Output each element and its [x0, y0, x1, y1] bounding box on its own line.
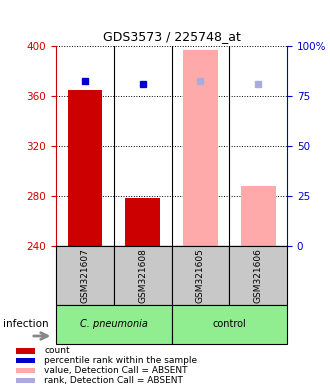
Text: count: count [44, 346, 70, 356]
Text: rank, Detection Call = ABSENT: rank, Detection Call = ABSENT [44, 376, 183, 384]
Bar [172, 305, 287, 344]
Text: GSM321605: GSM321605 [196, 248, 205, 303]
Text: GSM321606: GSM321606 [254, 248, 263, 303]
Bar [16, 378, 35, 383]
Text: infection: infection [3, 319, 49, 329]
Title: GDS3573 / 225748_at: GDS3573 / 225748_at [103, 30, 241, 43]
Bar [125, 198, 160, 246]
Bar [172, 246, 229, 305]
Text: C. pneumonia: C. pneumonia [80, 319, 148, 329]
Text: percentile rank within the sample: percentile rank within the sample [44, 356, 197, 365]
Bar [56, 305, 172, 344]
Bar [16, 358, 35, 363]
Bar [16, 348, 35, 354]
Text: control: control [213, 319, 246, 329]
Bar [56, 246, 114, 305]
Text: GSM321607: GSM321607 [81, 248, 89, 303]
Bar [114, 246, 172, 305]
Bar [241, 186, 276, 246]
Text: value, Detection Call = ABSENT: value, Detection Call = ABSENT [44, 366, 187, 375]
Bar [68, 90, 102, 246]
Text: GSM321608: GSM321608 [138, 248, 147, 303]
Bar [229, 246, 287, 305]
Bar [16, 367, 35, 373]
Bar [183, 50, 218, 246]
